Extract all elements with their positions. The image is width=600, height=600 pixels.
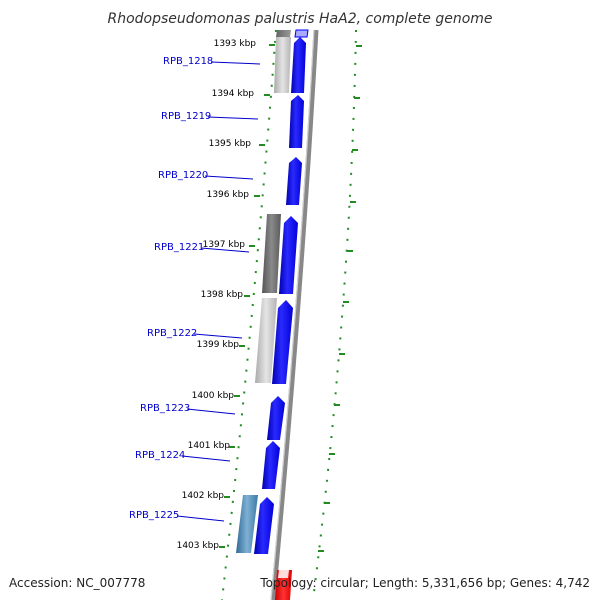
label-line-rpb-1218: [210, 61, 261, 65]
feature-fragment-top-blue: [294, 29, 309, 38]
tick-marks-right: [318, 45, 362, 552]
feature-rpb-1222-grey: [255, 298, 277, 383]
gene-label-rpb-1221[interactable]: RPB_1221: [154, 242, 204, 253]
genome-backbone-highlight: [270, 29, 315, 600]
feature-rpb-1223-blue: [267, 396, 285, 440]
tick-label: 1402 kbp: [182, 491, 225, 501]
label-line-rpb-1222: [193, 333, 243, 339]
feature-rpb-1221-blue: [279, 216, 298, 294]
label-line-rpb-1220: [204, 175, 254, 180]
tick-marks-left: [219, 44, 275, 548]
feature-rpb-1221-grey: [262, 214, 281, 293]
topology-text: Topology: circular; Length: 5,331,656 bp…: [260, 576, 590, 590]
label-line-rpb-1219: [207, 116, 259, 120]
feature-fragment-top-grey: [276, 30, 291, 37]
feature-rpb-1218-grey: [274, 37, 291, 93]
feature-rpb-1219-blue: [289, 95, 304, 148]
tick-label: 1403 kbp: [177, 541, 220, 551]
tick-label: 1394 kbp: [212, 89, 255, 99]
tick-labels: 1393 kbp 1394 kbp 1395 kbp 1396 kbp 1397…: [177, 39, 257, 551]
label-line-rpb-1225: [176, 515, 225, 522]
feature-rpb-1220-blue: [286, 157, 302, 205]
gene-label-rpb-1223[interactable]: RPB_1223: [140, 403, 190, 414]
feature-fragment-bottom-pink: [278, 570, 289, 578]
gene-labels: RPB_1218 RPB_1219 RPB_1220 RPB_1221 RPB_…: [129, 56, 213, 521]
genome-backbone: [270, 29, 319, 600]
accession-text: Accession: NC_007778: [9, 576, 146, 590]
gene-label-rpb-1219[interactable]: RPB_1219: [161, 111, 211, 122]
tick-label: 1397 kbp: [203, 240, 246, 250]
tick-label: 1400 kbp: [192, 391, 235, 401]
tick-label: 1399 kbp: [197, 340, 240, 350]
label-line-rpb-1221: [200, 247, 250, 253]
feature-rpb-1218-blue: [291, 37, 306, 93]
label-line-rpb-1224: [181, 455, 231, 462]
gene-label-rpb-1220[interactable]: RPB_1220: [158, 170, 208, 181]
label-line-rpb-1223: [186, 408, 236, 415]
feature-rpb-1222-blue: [272, 300, 293, 384]
tick-label: 1393 kbp: [214, 39, 257, 49]
map-title: Rhodopseudomonas palustris HaA2, complet…: [107, 11, 492, 27]
tick-label: 1398 kbp: [201, 290, 244, 300]
feature-rpb-1224-blue: [262, 441, 280, 489]
feature-rpb-1225-steel: [236, 495, 258, 553]
gene-label-rpb-1225[interactable]: RPB_1225: [129, 510, 179, 521]
tick-label: 1396 kbp: [207, 190, 250, 200]
gene-label-rpb-1218[interactable]: RPB_1218: [163, 56, 213, 67]
outer-dotted-ring-right: [312, 29, 357, 600]
tick-label: 1395 kbp: [209, 139, 252, 149]
gene-label-lines: [176, 61, 261, 522]
feature-rpb-1225-blue: [254, 497, 274, 554]
gene-label-rpb-1222[interactable]: RPB_1222: [147, 328, 197, 339]
gene-label-rpb-1224[interactable]: RPB_1224: [135, 450, 185, 461]
tick-label: 1401 kbp: [188, 441, 231, 451]
